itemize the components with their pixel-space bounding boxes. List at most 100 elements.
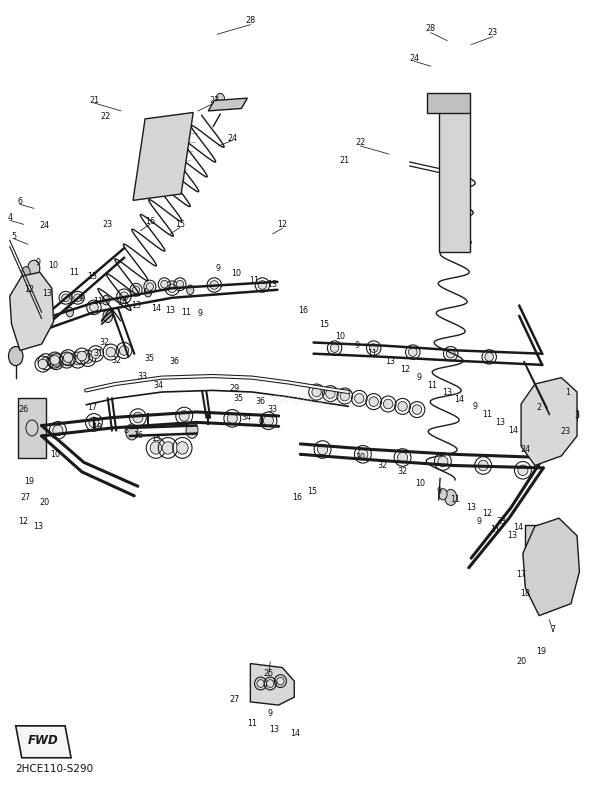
Text: 22: 22 bbox=[101, 112, 111, 121]
Text: 34: 34 bbox=[153, 381, 163, 390]
Ellipse shape bbox=[147, 282, 154, 290]
Text: 30: 30 bbox=[355, 453, 365, 462]
Ellipse shape bbox=[77, 351, 87, 361]
Text: 14: 14 bbox=[117, 298, 127, 307]
Text: 13: 13 bbox=[131, 302, 141, 310]
Ellipse shape bbox=[119, 346, 128, 355]
Circle shape bbox=[26, 420, 38, 436]
Text: 11: 11 bbox=[490, 525, 500, 534]
Text: 9: 9 bbox=[355, 341, 359, 350]
Text: 16: 16 bbox=[145, 217, 155, 226]
Text: 13: 13 bbox=[495, 418, 505, 427]
Circle shape bbox=[8, 346, 23, 366]
Text: 9: 9 bbox=[216, 264, 221, 273]
Ellipse shape bbox=[258, 281, 267, 290]
Text: 27: 27 bbox=[21, 493, 31, 502]
Ellipse shape bbox=[518, 465, 528, 475]
Text: 36: 36 bbox=[256, 397, 265, 406]
Polygon shape bbox=[523, 518, 579, 616]
Ellipse shape bbox=[384, 399, 393, 409]
Text: 19: 19 bbox=[25, 477, 34, 486]
Polygon shape bbox=[208, 98, 247, 111]
Text: 11: 11 bbox=[367, 349, 377, 358]
Text: 14: 14 bbox=[513, 523, 523, 532]
Text: 3: 3 bbox=[575, 411, 579, 421]
Circle shape bbox=[28, 260, 40, 276]
Polygon shape bbox=[10, 272, 54, 350]
Ellipse shape bbox=[161, 280, 168, 288]
Text: 35: 35 bbox=[233, 394, 244, 403]
Text: 11: 11 bbox=[250, 276, 259, 285]
Ellipse shape bbox=[369, 397, 379, 406]
Text: 25: 25 bbox=[264, 669, 274, 678]
Text: 23: 23 bbox=[560, 427, 570, 437]
Circle shape bbox=[431, 98, 437, 108]
Text: 17: 17 bbox=[87, 403, 97, 413]
Ellipse shape bbox=[53, 425, 63, 436]
Circle shape bbox=[455, 98, 463, 108]
Text: 13: 13 bbox=[442, 387, 452, 397]
Circle shape bbox=[66, 307, 74, 317]
Circle shape bbox=[186, 422, 198, 438]
Ellipse shape bbox=[179, 410, 189, 422]
Circle shape bbox=[145, 287, 152, 297]
Circle shape bbox=[186, 285, 194, 294]
Ellipse shape bbox=[106, 347, 116, 357]
Text: 18: 18 bbox=[92, 423, 102, 433]
Text: 19: 19 bbox=[536, 647, 546, 656]
Text: 5: 5 bbox=[11, 232, 16, 241]
Ellipse shape bbox=[277, 678, 284, 685]
Text: 6: 6 bbox=[17, 198, 22, 206]
Text: 27: 27 bbox=[229, 695, 239, 704]
Text: 12: 12 bbox=[400, 365, 410, 374]
Text: 13: 13 bbox=[270, 725, 279, 734]
Text: 11: 11 bbox=[428, 381, 438, 390]
Text: 29: 29 bbox=[229, 383, 239, 393]
Text: 9: 9 bbox=[436, 487, 441, 496]
Text: 11: 11 bbox=[93, 298, 103, 306]
Ellipse shape bbox=[340, 391, 350, 401]
Polygon shape bbox=[521, 378, 577, 466]
Text: 23: 23 bbox=[488, 28, 498, 37]
Text: 28: 28 bbox=[245, 16, 256, 25]
Ellipse shape bbox=[177, 442, 188, 454]
Text: 13: 13 bbox=[87, 272, 97, 281]
Text: 28: 28 bbox=[426, 24, 436, 33]
Text: 26: 26 bbox=[19, 405, 28, 414]
Text: 12: 12 bbox=[25, 286, 34, 294]
Text: 32: 32 bbox=[377, 461, 388, 470]
Text: 15: 15 bbox=[308, 487, 317, 496]
Bar bbox=[525, 526, 564, 586]
Ellipse shape bbox=[91, 349, 101, 358]
Text: 9: 9 bbox=[36, 258, 40, 267]
Text: 10: 10 bbox=[49, 262, 58, 270]
Text: 23: 23 bbox=[209, 96, 219, 105]
Text: 12: 12 bbox=[19, 517, 28, 526]
Ellipse shape bbox=[267, 680, 274, 687]
Text: 14: 14 bbox=[454, 395, 464, 405]
Ellipse shape bbox=[355, 394, 364, 403]
Text: 22: 22 bbox=[355, 138, 365, 147]
Text: 17: 17 bbox=[516, 570, 526, 578]
Bar bbox=[438, 113, 470, 252]
Text: 33: 33 bbox=[268, 405, 277, 414]
Text: 21: 21 bbox=[339, 156, 350, 165]
Text: 14: 14 bbox=[508, 426, 518, 435]
Ellipse shape bbox=[62, 355, 72, 365]
Circle shape bbox=[126, 424, 138, 440]
Text: 34: 34 bbox=[241, 413, 251, 422]
Text: 1: 1 bbox=[565, 387, 570, 397]
Circle shape bbox=[564, 408, 574, 421]
Ellipse shape bbox=[485, 353, 493, 361]
Circle shape bbox=[22, 266, 30, 278]
Ellipse shape bbox=[257, 680, 264, 687]
Text: PartsRepublic: PartsRepublic bbox=[273, 394, 354, 406]
Text: 12: 12 bbox=[482, 509, 492, 518]
Circle shape bbox=[438, 489, 447, 500]
Text: 16: 16 bbox=[292, 493, 302, 502]
Ellipse shape bbox=[478, 460, 488, 470]
Text: 14: 14 bbox=[291, 730, 300, 738]
Text: 11: 11 bbox=[181, 308, 191, 317]
Ellipse shape bbox=[133, 412, 143, 423]
Ellipse shape bbox=[133, 286, 140, 294]
